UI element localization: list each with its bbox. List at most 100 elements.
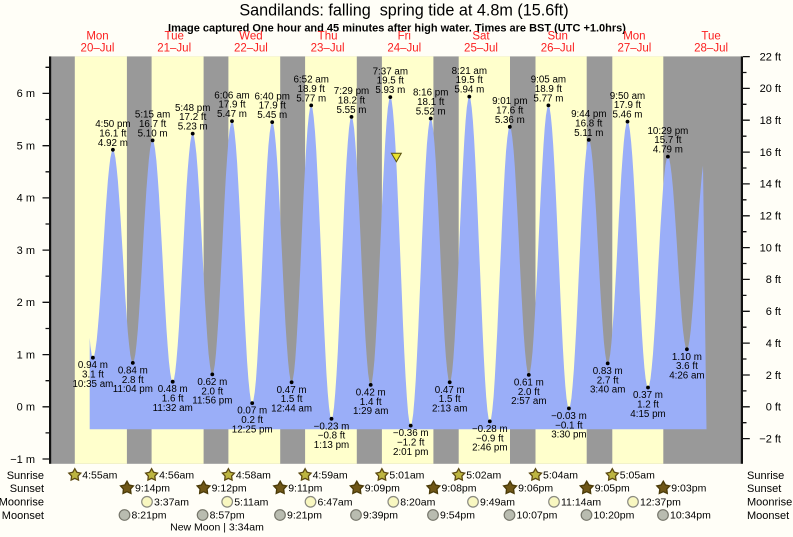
svg-text:0.62 m: 0.62 m — [197, 377, 227, 388]
svg-text:18.1 ft: 18.1 ft — [417, 97, 445, 108]
svg-text:11:14am: 11:14am — [561, 497, 601, 509]
svg-text:0.47 m: 0.47 m — [435, 385, 465, 396]
svg-text:5.77 m: 5.77 m — [533, 93, 563, 104]
svg-text:6:40 pm: 6:40 pm — [254, 91, 289, 102]
svg-text:12:25 pm: 12:25 pm — [232, 424, 273, 435]
svg-text:9:11pm: 9:11pm — [288, 483, 322, 495]
svg-text:3.1 ft: 3.1 ft — [82, 370, 104, 381]
svg-text:4:56am: 4:56am — [159, 470, 194, 482]
svg-text:6:06 am: 6:06 am — [214, 90, 249, 101]
svg-text:1.5 ft: 1.5 ft — [439, 394, 461, 405]
svg-text:20–Jul: 20–Jul — [81, 43, 115, 55]
svg-text:5:05am: 5:05am — [620, 470, 655, 482]
svg-text:12:44 am: 12:44 am — [271, 404, 312, 415]
svg-text:12 ft: 12 ft — [760, 211, 781, 223]
svg-text:9:05 am: 9:05 am — [531, 75, 566, 86]
svg-text:−0.23 m: −0.23 m — [314, 421, 350, 432]
svg-text:0.48 m: 0.48 m — [158, 384, 188, 395]
svg-text:5.94 m: 5.94 m — [454, 85, 484, 96]
svg-text:8 ft: 8 ft — [766, 274, 781, 286]
svg-text:24–Jul: 24–Jul — [387, 43, 421, 55]
svg-text:5.36 m: 5.36 m — [495, 115, 525, 126]
svg-text:1.5 ft: 1.5 ft — [281, 394, 303, 405]
svg-text:−1 m: −1 m — [10, 454, 35, 466]
svg-text:5:01am: 5:01am — [389, 470, 424, 482]
svg-text:2:01 pm: 2:01 pm — [393, 447, 428, 458]
svg-text:−0.8 ft: −0.8 ft — [318, 431, 346, 442]
svg-text:Image captured One hour and 45: Image captured One hour and 45 minutes a… — [168, 23, 626, 35]
svg-text:9:03pm: 9:03pm — [671, 483, 706, 495]
svg-text:5.55 m: 5.55 m — [337, 105, 367, 116]
svg-text:8:16 pm: 8:16 pm — [413, 88, 448, 99]
svg-text:2 m: 2 m — [17, 297, 35, 309]
svg-text:4:50 pm: 4:50 pm — [95, 119, 130, 130]
svg-text:9:09pm: 9:09pm — [365, 483, 400, 495]
svg-text:2:57 am: 2:57 am — [511, 396, 546, 407]
svg-text:5:04am: 5:04am — [543, 470, 578, 482]
svg-text:Wed: Wed — [239, 31, 262, 43]
svg-text:Sunrise: Sunrise — [747, 470, 784, 482]
svg-text:0.83 m: 0.83 m — [593, 366, 623, 377]
svg-text:12:37pm: 12:37pm — [640, 497, 681, 509]
svg-text:5.23 m: 5.23 m — [178, 122, 208, 133]
svg-text:4 m: 4 m — [17, 193, 35, 205]
svg-text:Sun: Sun — [547, 31, 567, 43]
svg-text:0 m: 0 m — [17, 402, 35, 414]
svg-text:18.2 ft: 18.2 ft — [338, 96, 366, 107]
svg-text:0.61 m: 0.61 m — [514, 377, 544, 388]
svg-text:4:26 am: 4:26 am — [669, 371, 704, 382]
svg-text:Tue: Tue — [165, 31, 184, 43]
svg-text:1.10 m: 1.10 m — [672, 352, 702, 363]
svg-text:Moonset: Moonset — [747, 510, 789, 522]
svg-text:−0.36 m: −0.36 m — [393, 428, 429, 439]
svg-text:4:55am: 4:55am — [82, 470, 117, 482]
svg-text:2:13 am: 2:13 am — [432, 404, 467, 415]
svg-text:Sandilands: falling spring ti: Sandilands: falling spring tide at 4.8m … — [239, 2, 568, 20]
svg-text:Thu: Thu — [318, 31, 338, 43]
svg-text:9:21pm: 9:21pm — [287, 510, 322, 522]
svg-text:Sunset: Sunset — [747, 483, 781, 495]
svg-text:Tue: Tue — [701, 31, 720, 43]
svg-text:6 m: 6 m — [17, 88, 35, 100]
svg-text:9:49am: 9:49am — [480, 497, 515, 509]
svg-text:0.07 m: 0.07 m — [237, 406, 267, 417]
svg-text:8:21 am: 8:21 am — [452, 66, 487, 77]
svg-text:0.42 m: 0.42 m — [356, 387, 386, 398]
svg-text:1:13 pm: 1:13 pm — [314, 440, 349, 451]
svg-text:10:34pm: 10:34pm — [670, 510, 711, 522]
svg-text:2.0 ft: 2.0 ft — [518, 387, 540, 398]
svg-text:14 ft: 14 ft — [760, 179, 781, 191]
svg-text:5.47 m: 5.47 m — [217, 109, 247, 120]
svg-text:16.7 ft: 16.7 ft — [139, 119, 167, 130]
svg-text:5.45 m: 5.45 m — [257, 110, 287, 121]
svg-text:7:29 pm: 7:29 pm — [334, 86, 369, 97]
svg-text:9:12pm: 9:12pm — [212, 483, 247, 495]
svg-text:6:47am: 6:47am — [318, 497, 353, 509]
svg-text:11:32 am: 11:32 am — [153, 403, 193, 414]
svg-text:9:08pm: 9:08pm — [442, 483, 477, 495]
svg-text:26–Jul: 26–Jul — [541, 43, 575, 55]
svg-text:Moonrise: Moonrise — [747, 497, 792, 509]
svg-text:0.84 m: 0.84 m — [118, 365, 148, 376]
svg-text:3:30 pm: 3:30 pm — [551, 430, 586, 441]
svg-text:19.5 ft: 19.5 ft — [456, 75, 484, 86]
svg-text:−0.1 ft: −0.1 ft — [555, 420, 583, 431]
svg-text:25–Jul: 25–Jul — [464, 43, 498, 55]
svg-text:28–Jul: 28–Jul — [694, 43, 728, 55]
svg-text:17.9 ft: 17.9 ft — [218, 100, 246, 111]
svg-text:1.4 ft: 1.4 ft — [360, 397, 382, 408]
svg-text:1:29 am: 1:29 am — [353, 406, 388, 417]
svg-text:8:20am: 8:20am — [400, 497, 435, 509]
svg-text:Mon: Mon — [623, 31, 645, 43]
svg-text:1.2 ft: 1.2 ft — [637, 399, 659, 410]
svg-text:0.2 ft: 0.2 ft — [241, 415, 263, 426]
svg-text:0.94 m: 0.94 m — [78, 360, 108, 371]
svg-text:3.6 ft: 3.6 ft — [676, 361, 698, 372]
svg-text:Sunset: Sunset — [10, 483, 44, 495]
svg-text:8:57pm: 8:57pm — [210, 510, 245, 522]
svg-text:9:06pm: 9:06pm — [518, 483, 553, 495]
svg-text:5.93 m: 5.93 m — [375, 85, 405, 96]
svg-text:Sunrise: Sunrise — [7, 470, 44, 482]
svg-text:21–Jul: 21–Jul — [157, 43, 191, 55]
svg-text:5:11am: 5:11am — [234, 497, 268, 509]
